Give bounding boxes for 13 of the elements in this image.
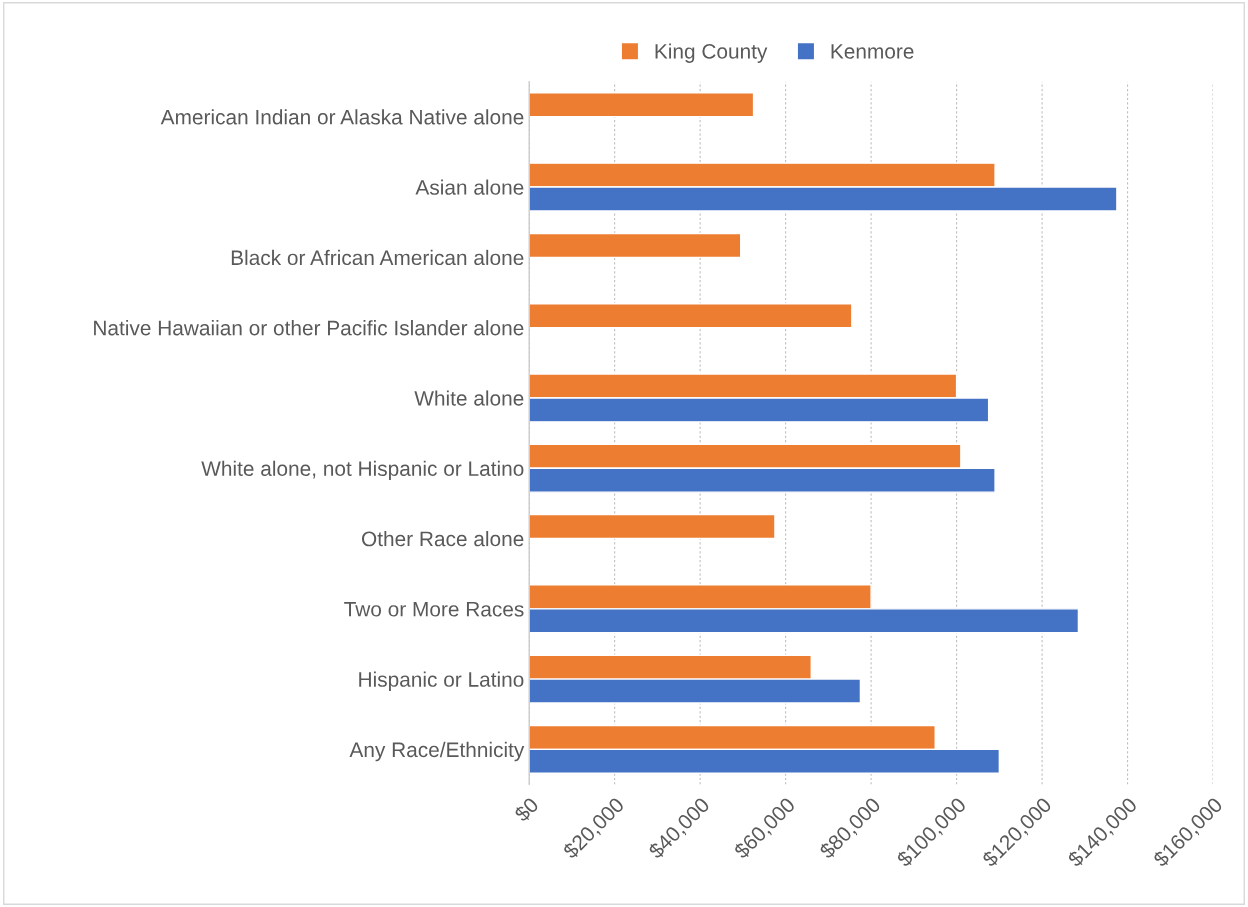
y-tick-label: Other Race alone bbox=[362, 530, 524, 547]
y-tick-label: Hispanic or Latino bbox=[359, 671, 524, 691]
y-tick-label: White alone bbox=[414, 390, 524, 406]
y-tick-label: Any Race/Ethnicity bbox=[349, 741, 525, 762]
y-tick-label: Black or African American alone bbox=[231, 249, 524, 266]
y-tick-label: White alone, not Hispanic or Latino bbox=[201, 460, 524, 481]
legend-label: King County bbox=[655, 43, 768, 63]
legend-label: Kenmore bbox=[831, 44, 914, 59]
y-tick-label: Two or More Races bbox=[344, 602, 524, 617]
y-tick-label: Asian alone bbox=[415, 179, 524, 195]
y-tick-label: Native Hawaiian or other Pacific Islander alone bbox=[94, 320, 524, 336]
y-tick-label: American Indian or Alaska Native alone bbox=[160, 109, 524, 125]
x-tick-label: $0 bbox=[512, 796, 541, 824]
